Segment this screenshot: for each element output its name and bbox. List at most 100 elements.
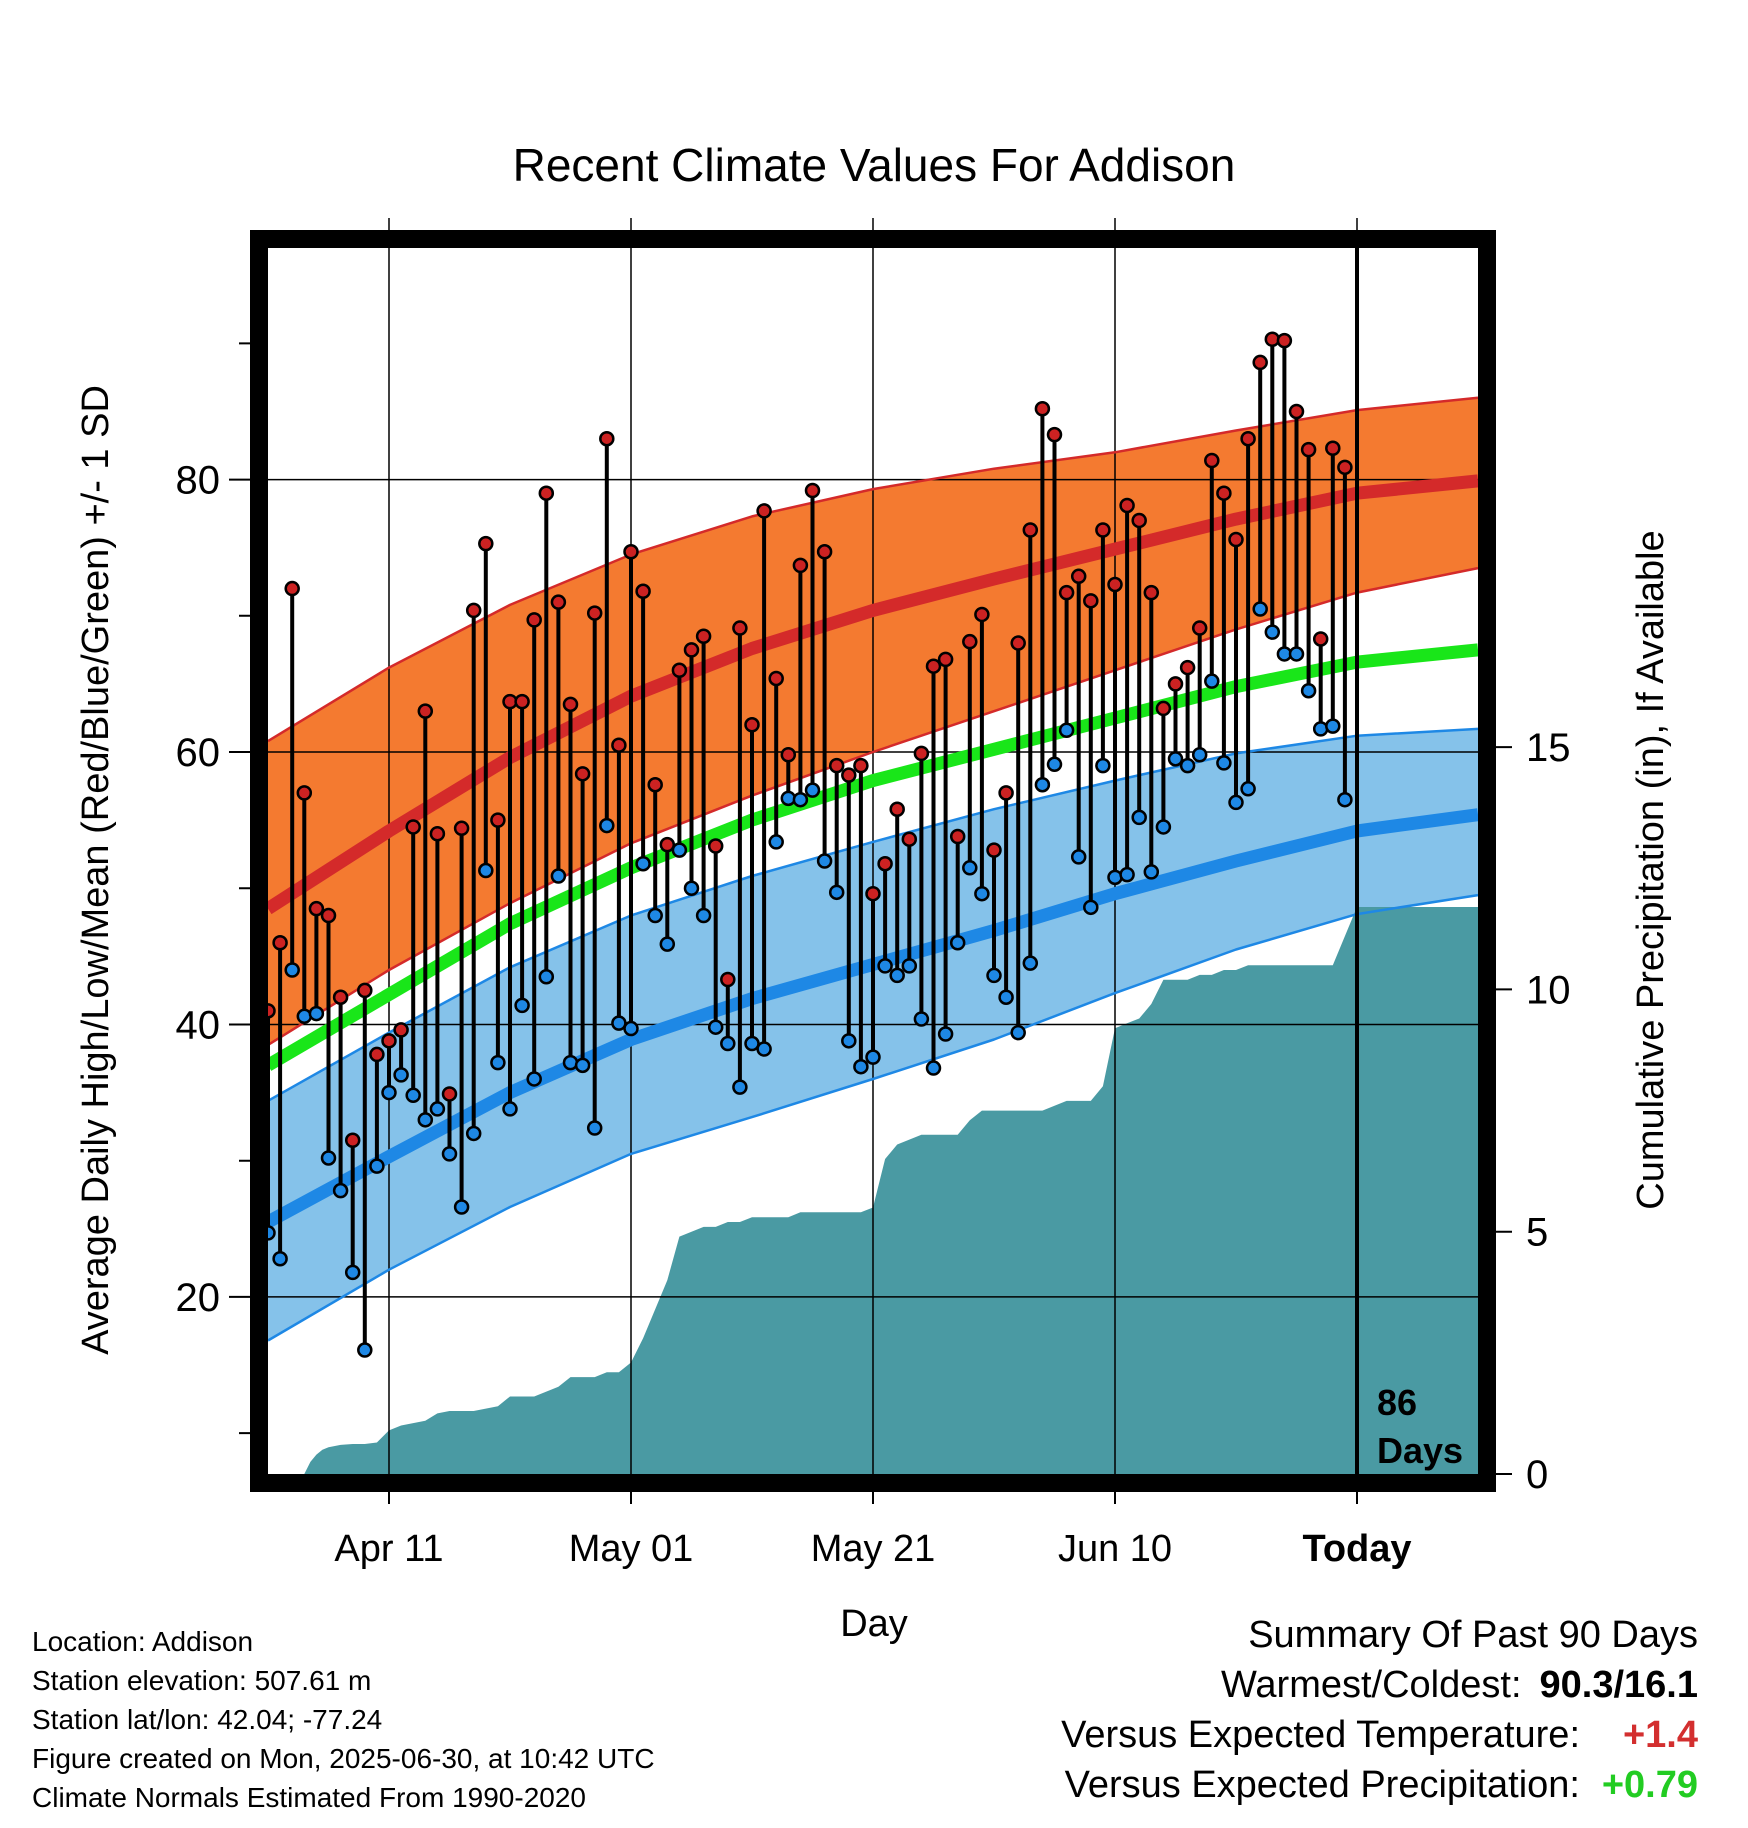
high-point xyxy=(756,503,772,519)
high-point xyxy=(441,1086,458,1102)
low-point xyxy=(1288,646,1305,662)
low-point xyxy=(344,1264,361,1281)
high-point xyxy=(357,982,373,999)
low-point xyxy=(732,1079,748,1095)
high-point xyxy=(707,838,724,854)
low-point xyxy=(296,1008,313,1025)
elevation-text: Station elevation: 507.61 m xyxy=(32,1665,372,1696)
high-point xyxy=(1191,620,1208,636)
high-point xyxy=(1337,459,1353,476)
precipitation-area xyxy=(268,907,1478,1474)
low-point xyxy=(974,885,990,902)
high-point xyxy=(1312,631,1329,647)
station-info: Location: Addison Station elevation: 507… xyxy=(32,1622,655,1817)
low-upper-edge xyxy=(267,727,1479,1102)
high-point xyxy=(1300,441,1317,458)
low-point xyxy=(478,862,494,879)
high-point xyxy=(1022,522,1039,538)
created-text: Figure created on Mon, 2025-06-30, at 10… xyxy=(32,1743,655,1774)
y2-tick-label: 5 xyxy=(1526,1211,1548,1255)
high-point xyxy=(1070,568,1087,585)
y2-axis-label: Cumulative Precipitation (in), If Availa… xyxy=(1630,530,1672,1209)
x-tick-label: Jun 10 xyxy=(1058,1528,1172,1570)
low-point xyxy=(562,1054,579,1071)
low-point xyxy=(998,989,1014,1005)
high-point xyxy=(1252,354,1268,371)
high-point xyxy=(659,836,676,853)
low-point xyxy=(284,962,300,978)
low-point xyxy=(272,1251,288,1267)
x-tick-label: May 01 xyxy=(569,1528,694,1570)
low-point xyxy=(538,969,555,985)
high-point xyxy=(998,785,1014,801)
high-point xyxy=(1058,584,1075,601)
high-point xyxy=(695,628,712,644)
high-point xyxy=(562,696,579,713)
high-point xyxy=(792,557,809,574)
high-point xyxy=(1216,485,1232,501)
warmest-coldest-row: Warmest/Coldest: 90.3/16.1 xyxy=(1061,1660,1698,1710)
high-point xyxy=(962,633,978,650)
low-point xyxy=(865,1049,881,1065)
low-point xyxy=(1155,819,1172,835)
low-point xyxy=(1325,718,1341,734)
summary-panel: Summary Of Past 90 Days Warmest/Coldest:… xyxy=(1061,1610,1698,1810)
low-point xyxy=(962,860,978,876)
low-point xyxy=(683,880,700,896)
low-point xyxy=(1034,776,1051,793)
high-point xyxy=(405,819,421,835)
high-point xyxy=(1167,676,1184,692)
high-point xyxy=(308,900,325,917)
high-point xyxy=(925,658,942,674)
high-point xyxy=(611,737,627,753)
low-point xyxy=(1131,809,1147,826)
low-point xyxy=(853,1058,869,1075)
low-point xyxy=(792,791,809,808)
high-point xyxy=(949,828,966,845)
low-point xyxy=(720,1035,736,1052)
low-point xyxy=(937,1026,954,1042)
high-point xyxy=(344,1132,361,1149)
high-point xyxy=(1095,522,1111,538)
precip-label: Versus Expected Precipitation: xyxy=(1064,1764,1580,1806)
low-point xyxy=(804,782,821,798)
high-point xyxy=(1119,497,1135,514)
temp-row: Versus Expected Temperature: +1.4 xyxy=(1061,1710,1698,1760)
today-days-unit: Days xyxy=(1377,1430,1463,1471)
x-axis-label: Day xyxy=(840,1603,908,1645)
daily-points xyxy=(260,331,1353,1358)
high-point xyxy=(599,430,615,447)
high-point xyxy=(393,1022,409,1038)
high-point xyxy=(1155,700,1172,717)
high-point xyxy=(332,989,349,1005)
low-point xyxy=(1252,601,1268,617)
low-point xyxy=(1264,624,1281,640)
high-point xyxy=(889,801,905,817)
low-point xyxy=(465,1125,482,1142)
low-point xyxy=(490,1054,506,1071)
low-point xyxy=(1300,682,1317,699)
high-point xyxy=(683,642,700,658)
high-point xyxy=(841,767,857,783)
high-point xyxy=(514,693,530,710)
low-point xyxy=(756,1041,772,1057)
low-point xyxy=(369,1158,385,1174)
y-tick-label: 60 xyxy=(176,731,221,775)
high-point xyxy=(465,602,482,619)
low-point xyxy=(949,934,966,951)
high-point xyxy=(986,842,1002,858)
low-point xyxy=(502,1101,518,1117)
warmest-coldest-value: 90.3/16.1 xyxy=(1539,1664,1698,1706)
low-point xyxy=(1046,756,1063,773)
low-point xyxy=(441,1146,458,1162)
high-point xyxy=(720,971,736,988)
low-point xyxy=(405,1087,421,1104)
high-upper-edge xyxy=(267,396,1479,743)
low-point xyxy=(635,855,651,872)
high-point xyxy=(284,580,300,597)
daily-stems xyxy=(266,339,1347,1351)
high-point xyxy=(550,594,567,610)
low-point xyxy=(647,907,663,924)
normal-mean-line xyxy=(264,643,1479,1071)
